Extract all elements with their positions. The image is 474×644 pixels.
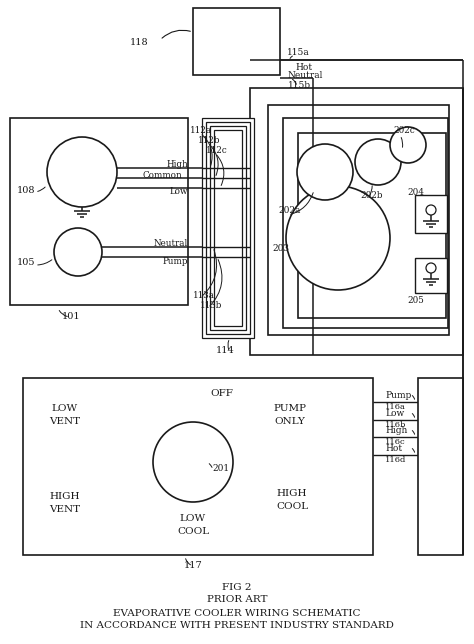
Bar	[250, 88, 463, 355]
Text: Low: Low	[170, 187, 188, 196]
Text: 101: 101	[62, 312, 81, 321]
Text: 204: 204	[407, 187, 424, 196]
Circle shape	[426, 263, 436, 273]
Text: 201: 201	[212, 464, 229, 473]
Text: HIGH
COOL: HIGH COOL	[276, 489, 308, 511]
Text: Pump: Pump	[163, 256, 188, 265]
Text: 116b: 116b	[385, 421, 406, 429]
Bar	[298, 133, 446, 318]
Text: EVAPORATIVE COOLER WIRING SCHEMATIC: EVAPORATIVE COOLER WIRING SCHEMATIC	[113, 609, 361, 618]
Bar	[268, 105, 449, 335]
Text: Neutral: Neutral	[154, 238, 188, 247]
Text: FIG 2: FIG 2	[222, 583, 252, 591]
Circle shape	[426, 205, 436, 215]
Text: 202b: 202b	[360, 191, 383, 200]
Text: 116c: 116c	[385, 438, 406, 446]
Bar	[283, 118, 448, 328]
Text: PRIOR ART: PRIOR ART	[207, 596, 267, 605]
Text: OFF: OFF	[210, 388, 233, 397]
Text: Common: Common	[142, 171, 182, 180]
Bar	[23, 378, 373, 555]
Text: Hot: Hot	[385, 444, 402, 453]
Bar	[202, 118, 254, 338]
Text: 112b: 112b	[198, 135, 220, 144]
Text: 116a: 116a	[385, 403, 406, 411]
Text: 116d: 116d	[385, 456, 406, 464]
Text: HIGH
VENT: HIGH VENT	[49, 492, 81, 514]
Bar	[418, 378, 463, 555]
Text: Neutral: Neutral	[288, 70, 323, 79]
Bar	[210, 126, 246, 330]
Bar	[206, 122, 250, 334]
Text: 203: 203	[272, 243, 289, 252]
Bar	[214, 130, 242, 326]
Text: 114: 114	[216, 345, 234, 354]
Text: 202a: 202a	[278, 205, 301, 214]
Text: 108: 108	[17, 185, 36, 194]
Text: High: High	[166, 160, 188, 169]
Text: 118: 118	[130, 37, 149, 46]
Circle shape	[54, 228, 102, 276]
Circle shape	[355, 139, 401, 185]
Text: 112c: 112c	[206, 146, 228, 155]
Text: PUMP
ONLY: PUMP ONLY	[273, 404, 307, 426]
Bar	[415, 195, 447, 233]
Text: 113b: 113b	[200, 301, 222, 310]
Circle shape	[297, 144, 353, 200]
Bar	[193, 8, 280, 75]
Text: Hot: Hot	[295, 62, 312, 71]
Circle shape	[286, 186, 390, 290]
Text: 115b: 115b	[288, 80, 311, 90]
Text: Pump: Pump	[385, 390, 411, 399]
Text: LOW
VENT: LOW VENT	[49, 404, 81, 426]
Circle shape	[390, 127, 426, 163]
Text: Low: Low	[385, 408, 404, 417]
Text: 202c: 202c	[393, 126, 415, 135]
Circle shape	[153, 422, 233, 502]
Text: 112a: 112a	[190, 126, 212, 135]
Text: High: High	[385, 426, 407, 435]
Text: 105: 105	[17, 258, 36, 267]
Bar	[415, 258, 447, 293]
Text: LOW
COOL: LOW COOL	[177, 515, 209, 536]
Text: 115a: 115a	[287, 48, 310, 57]
Bar	[10, 118, 188, 305]
Text: 117: 117	[183, 560, 202, 569]
Text: 113a: 113a	[193, 290, 215, 299]
Text: IN ACCORDANCE WITH PRESENT INDUSTRY STANDARD: IN ACCORDANCE WITH PRESENT INDUSTRY STAN…	[80, 621, 394, 630]
Text: 205: 205	[407, 296, 424, 305]
Circle shape	[47, 137, 117, 207]
